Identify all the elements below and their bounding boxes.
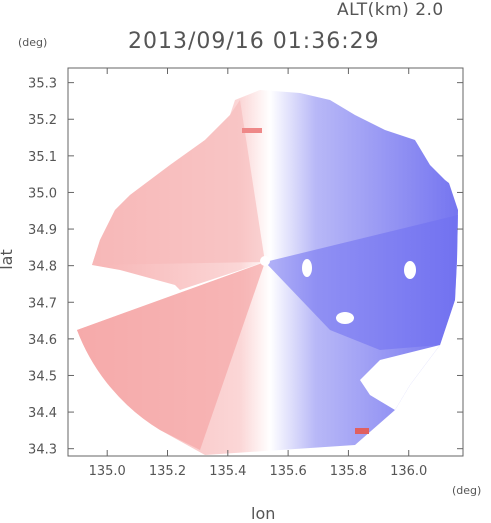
velocity-field: [77, 90, 458, 455]
y-unit-label: (deg): [18, 36, 48, 49]
y-tick-label: 35.1: [28, 150, 57, 165]
y-axis-ticks: 34.3 34.4 34.5 34.6 34.7 34.8 34.9 35.0 35.1 35.2…: [28, 77, 463, 458]
y-tick-label: 34.9: [28, 223, 57, 238]
y-tick-label: 35.2: [28, 113, 57, 128]
x-tick-label: 135.2: [149, 464, 186, 479]
red-echo: [242, 128, 262, 133]
altitude-label: ALT(km) 2.0: [337, 0, 444, 20]
y-tick-label: 34.8: [28, 260, 57, 275]
nodata-gap: [302, 259, 312, 277]
x-axis-label: lon: [251, 504, 276, 523]
y-tick-label: 34.5: [28, 369, 57, 384]
x-tick-label: 135.4: [209, 464, 246, 479]
nodata-gap: [360, 345, 440, 410]
y-tick-label: 35.0: [28, 186, 57, 201]
x-tick-label: 135.6: [270, 464, 307, 479]
x-tick-label: 135.8: [330, 464, 367, 479]
red-sector-upper: [92, 100, 265, 265]
red-echo: [355, 428, 369, 434]
x-unit-label: (deg): [452, 484, 482, 497]
plot-frame: [67, 67, 464, 457]
nodata-gap: [404, 261, 416, 279]
y-tick-label: 34.6: [28, 333, 57, 348]
x-axis-ticks: 135.0 135.2 135.4 135.6 135.8 136.0: [89, 68, 427, 479]
y-tick-label: 35.3: [28, 77, 57, 92]
red-sector-lower: [77, 262, 265, 450]
x-tick-label: 135.0: [89, 464, 126, 479]
nodata-gap: [336, 312, 354, 324]
blue-sector-right: [265, 215, 458, 350]
radar-center-marker: [260, 256, 270, 266]
y-tick-label: 34.4: [28, 406, 57, 421]
y-tick-label: 34.7: [28, 296, 57, 311]
y-tick-label: 34.3: [28, 443, 57, 458]
timestamp-title: 2013/09/16 01:36:29: [128, 29, 380, 54]
x-tick-label: 136.0: [390, 464, 427, 479]
nodata-gap: [415, 140, 458, 190]
